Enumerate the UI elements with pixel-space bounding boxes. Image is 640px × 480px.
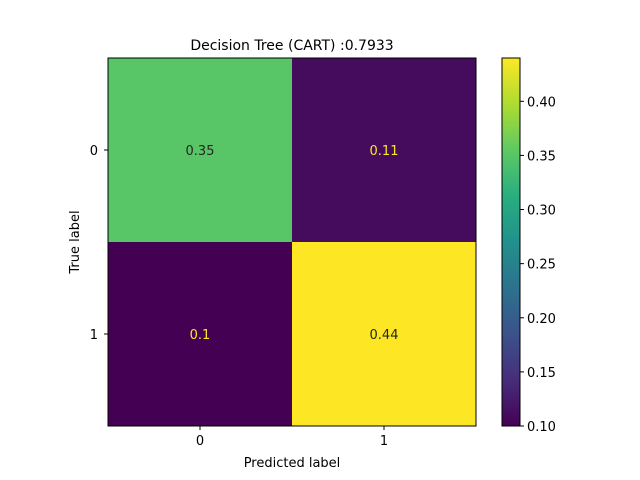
- heatmap-cells: [108, 58, 476, 426]
- colorbar-tick-label: 0.10: [527, 420, 556, 435]
- x-tick-label: 0: [196, 434, 204, 449]
- colorbar-tick-label: 0.40: [527, 95, 556, 110]
- colorbar-tick-label: 0.15: [527, 366, 556, 381]
- heatmap-cell: [292, 242, 476, 426]
- colorbar-ticks: 0.10 0.15 0.20 0.25 0.30 0.35 0.40: [520, 95, 556, 435]
- cell-value-label: 0.11: [370, 144, 399, 159]
- heatmap-cell-labels: 0.35 0.11 0.1 0.44: [186, 144, 399, 343]
- cell-value-label: 0.35: [186, 144, 215, 159]
- x-tick-label: 1: [380, 434, 388, 449]
- heatmap-cell: [108, 58, 292, 242]
- colorbar: [501, 57, 521, 427]
- y-axis-ticks: 01: [90, 144, 108, 343]
- colorbar-tick-label: 0.30: [527, 204, 556, 219]
- cell-value-label: 0.44: [370, 328, 399, 343]
- colorbar-tick-label: 0.35: [527, 149, 556, 164]
- heatmap-cell: [108, 242, 292, 426]
- y-axis-label: True label: [68, 210, 83, 274]
- colorbar-tick-label: 0.25: [527, 258, 556, 273]
- cell-value-label: 0.1: [190, 328, 211, 343]
- heatmap-cell: [292, 58, 476, 242]
- y-tick-label: 1: [90, 328, 98, 343]
- chart-title: Decision Tree (CART) :0.7933: [190, 38, 393, 54]
- x-axis-label: Predicted label: [244, 456, 341, 471]
- plot-frame: [107, 57, 477, 427]
- y-tick-label: 0: [90, 144, 98, 159]
- colorbar-tick-label: 0.20: [527, 312, 556, 327]
